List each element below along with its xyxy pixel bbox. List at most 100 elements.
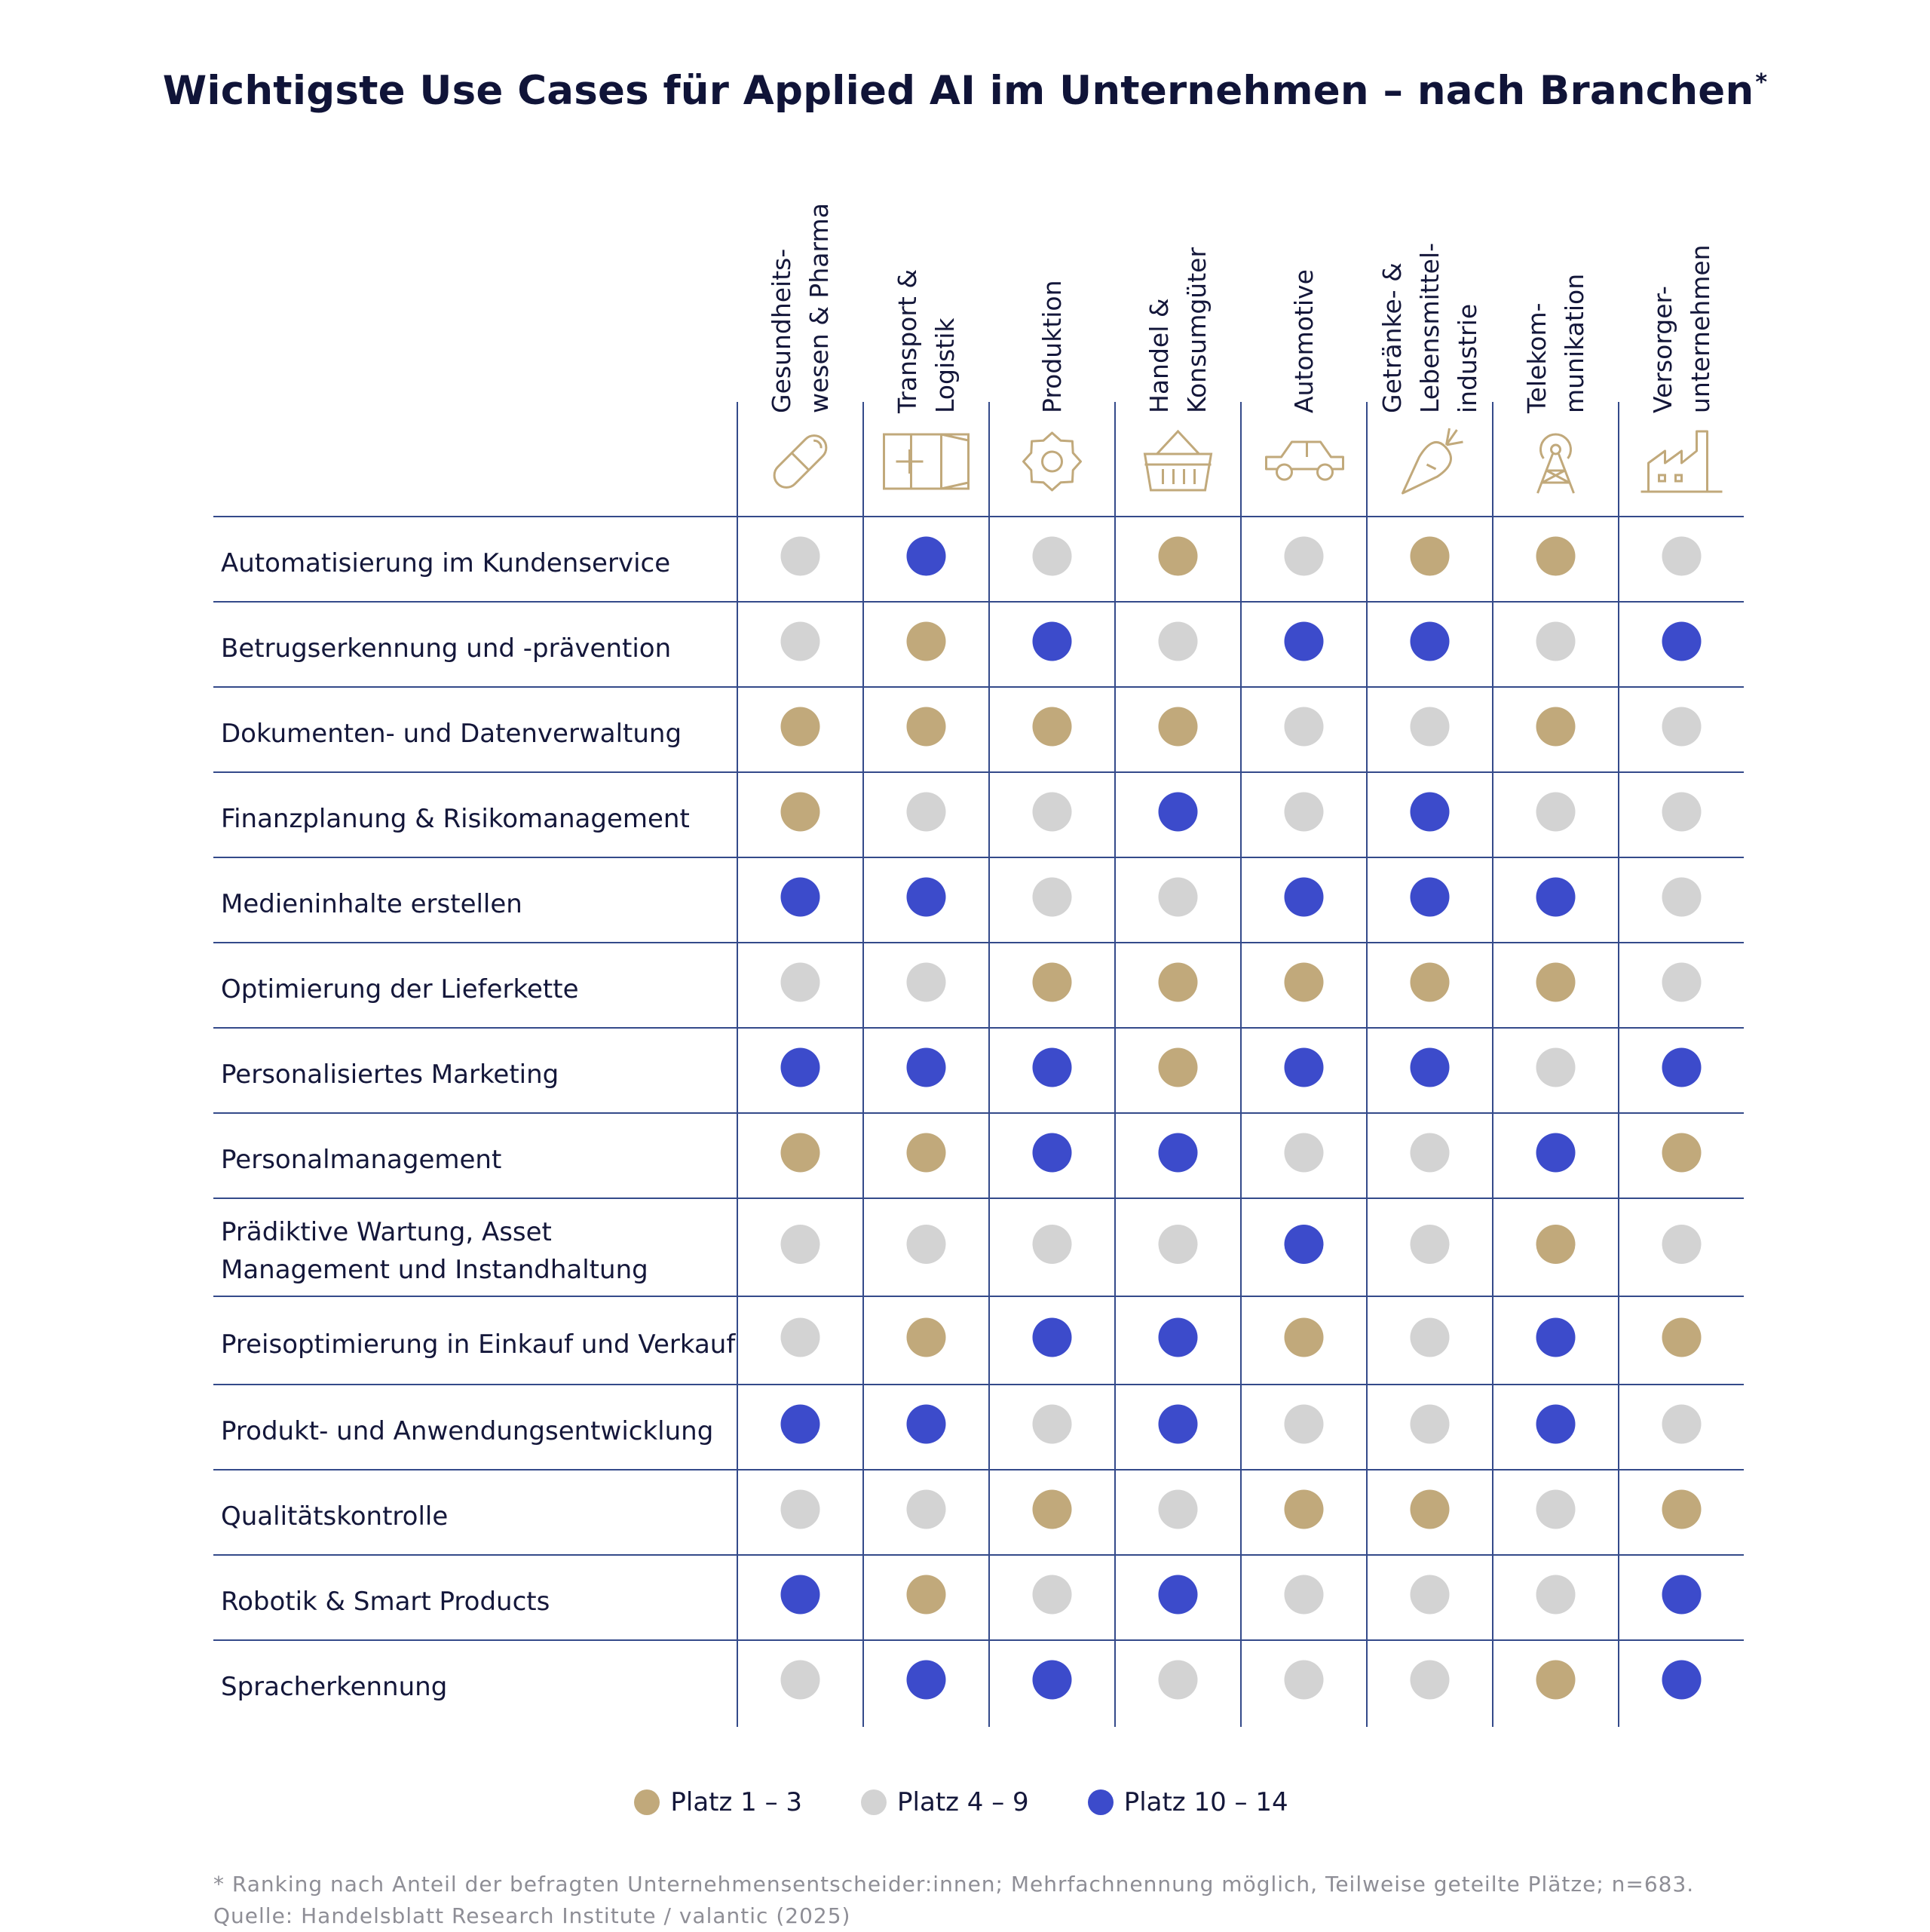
- column-header-line: Transport &: [892, 268, 922, 413]
- row-label: Optimierung der Lieferkette: [221, 971, 579, 1008]
- rank-dot: [1410, 1575, 1450, 1615]
- row-label-line: Prädiktive Wartung, Asset: [221, 1217, 552, 1247]
- rank-dot: [1032, 621, 1072, 661]
- rank-dot: [1032, 1404, 1072, 1444]
- row-label: Dokumenten- und Datenverwaltung: [221, 715, 682, 753]
- rank-dot: [1158, 1489, 1198, 1529]
- rank-dot: [1536, 877, 1576, 917]
- column-header-line: Konsumgüter: [1181, 247, 1212, 413]
- column-header-line: Lebensmittel-: [1414, 242, 1444, 413]
- column-header: Handel & Konsumgüter: [1141, 247, 1216, 413]
- title-footnote-mark: *: [1755, 69, 1768, 97]
- row-label-line: Personalmanagement: [221, 1144, 502, 1175]
- row-label: Prädiktive Wartung, Asset Management und …: [221, 1213, 648, 1289]
- rank-dot: [1032, 1133, 1072, 1173]
- row-label: Qualitätskontrolle: [221, 1498, 448, 1535]
- column-header: Automotive: [1285, 269, 1323, 413]
- row-label-line: Qualitätskontrolle: [221, 1501, 449, 1532]
- legend-label: Platz 1 – 3: [670, 1787, 803, 1817]
- rank-dot: [1158, 1133, 1198, 1173]
- rank-dot: [1284, 1317, 1324, 1357]
- row-label-line: Produkt- und Anwendungsentwicklung: [221, 1415, 714, 1446]
- rank-dot: [780, 1575, 820, 1615]
- rank-dot: [1410, 1225, 1450, 1264]
- container-icon: [883, 433, 970, 490]
- rank-dot: [1536, 1489, 1576, 1529]
- rank-dot: [1662, 1404, 1702, 1444]
- car-icon: [1265, 440, 1344, 481]
- gear-icon: [1022, 431, 1082, 492]
- row-label: Robotik & Smart Products: [221, 1583, 550, 1621]
- rank-dot: [780, 1660, 820, 1700]
- rank-dot: [1410, 621, 1450, 661]
- rank-dot: [906, 1404, 946, 1444]
- rank-dot: [1536, 1133, 1576, 1173]
- rank-dot: [1158, 621, 1198, 661]
- column-header-line: Gesundheits-: [766, 248, 796, 413]
- rank-dot: [1284, 1404, 1324, 1444]
- rank-dot: [1410, 1660, 1450, 1700]
- row-label-line: Robotik & Smart Products: [221, 1586, 550, 1617]
- footnote: * Ranking nach Anteil der befragten Unte…: [213, 1869, 1694, 1932]
- rank-dot: [1410, 792, 1450, 832]
- rank-dot: [1158, 1404, 1198, 1444]
- row-label: Personalmanagement: [221, 1141, 501, 1179]
- rank-dot: [1158, 877, 1198, 917]
- rank-dot: [1410, 962, 1450, 1002]
- rank-dot: [1158, 536, 1198, 576]
- rank-dot: [780, 621, 820, 661]
- rank-dot: [1284, 1047, 1324, 1087]
- legend-item: Platz 1 – 3: [634, 1787, 802, 1817]
- legend-dot: [1087, 1789, 1114, 1815]
- row-label: Personalisiertes Marketing: [221, 1056, 559, 1093]
- legend-dot: [634, 1789, 660, 1815]
- rank-dot: [906, 536, 946, 576]
- rank-dot: [780, 1225, 820, 1264]
- column-header-line: Automotive: [1288, 269, 1319, 413]
- rank-dot: [906, 792, 946, 832]
- rank-dot: [1284, 1575, 1324, 1615]
- rank-dot: [906, 877, 946, 917]
- rank-dot: [780, 1317, 820, 1357]
- column-header-line: Produktion: [1037, 280, 1067, 413]
- rank-dot: [1536, 621, 1576, 661]
- row-label-line: Spracherkennung: [221, 1671, 448, 1702]
- row-label-line: Optimierung der Lieferkette: [221, 974, 579, 1004]
- legend-item: Platz 10 – 14: [1087, 1787, 1288, 1817]
- rank-dot: [906, 1575, 946, 1615]
- rank-dot: [1410, 1404, 1450, 1444]
- rank-dot: [1662, 1489, 1702, 1529]
- column-header-line: wesen & Pharma: [804, 203, 834, 413]
- pill-icon: [773, 434, 828, 489]
- row-label-line: Dokumenten- und Datenverwaltung: [221, 718, 682, 749]
- legend-dot: [861, 1789, 887, 1815]
- rank-dot: [1284, 962, 1324, 1002]
- rank-dot: [906, 707, 946, 747]
- rank-dot: [1662, 962, 1702, 1002]
- rank-dot: [1158, 1047, 1198, 1087]
- column-header-line: munikation: [1559, 273, 1589, 413]
- rank-dot: [780, 536, 820, 576]
- row-label: Spracherkennung: [221, 1668, 447, 1706]
- carrot-icon: [1402, 428, 1463, 495]
- rank-dot: [1410, 1489, 1450, 1529]
- rank-dot: [1032, 1660, 1072, 1700]
- chart-title: Wichtigste Use Cases für Applied AI im U…: [162, 68, 1768, 114]
- column-header-line: Logistik: [930, 317, 960, 413]
- legend-label: Platz 4 – 9: [897, 1787, 1029, 1817]
- rank-dot: [1158, 1317, 1198, 1357]
- rank-dot: [1662, 1225, 1702, 1264]
- row-label: Preisoptimierung in Einkauf und Verkauf: [221, 1326, 735, 1363]
- rank-dot: [1032, 536, 1072, 576]
- rank-dot: [1158, 1225, 1198, 1264]
- rank-dot: [1536, 1225, 1576, 1264]
- rank-dot: [1410, 877, 1450, 917]
- rank-dot: [1410, 707, 1450, 747]
- column-header-line: Getränke- &: [1377, 262, 1407, 413]
- rank-dot: [1410, 1047, 1450, 1087]
- rank-dot: [1536, 1047, 1576, 1087]
- row-label-line: Finanzplanung & Risikomanagement: [221, 803, 690, 834]
- rank-dot: [1662, 877, 1702, 917]
- rank-dot: [1536, 1317, 1576, 1357]
- rank-dot: [1536, 707, 1576, 747]
